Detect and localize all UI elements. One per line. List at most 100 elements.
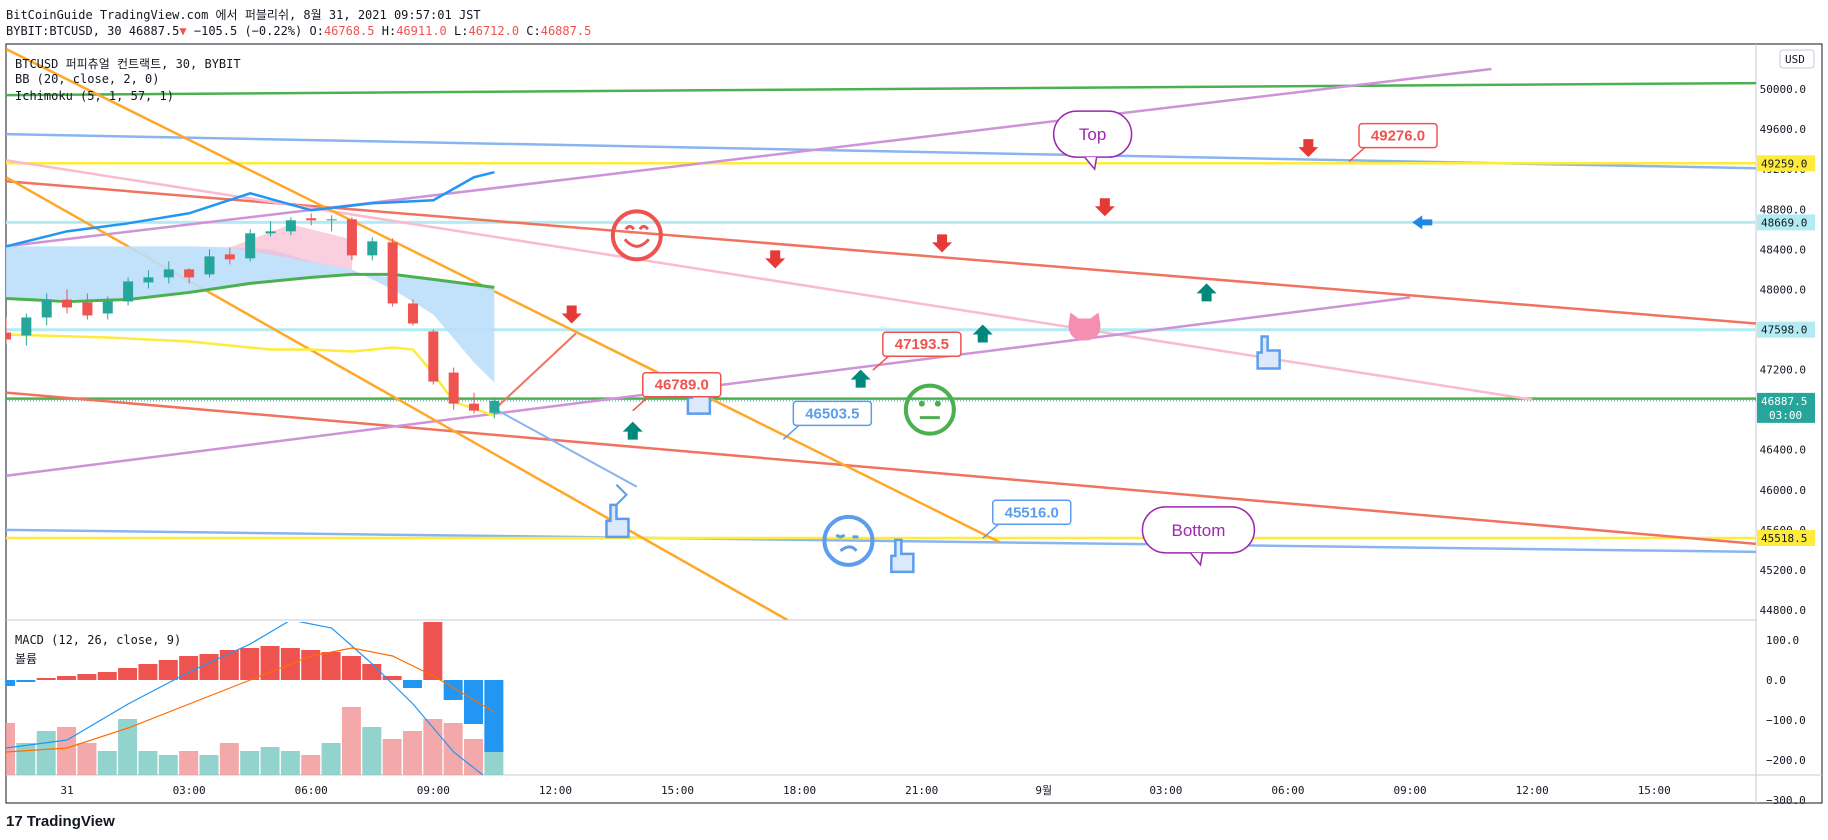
pointing-hand-icon xyxy=(890,538,915,574)
close-value: 46887.5 xyxy=(540,24,592,38)
arrow-up-icon xyxy=(850,369,871,388)
price-badge-label: 47598.0 xyxy=(1761,324,1807,337)
macd-hist-bar-6 xyxy=(118,668,138,680)
low-label: L: xyxy=(454,24,469,38)
candle-body-5 xyxy=(102,301,113,314)
price-badge-4 xyxy=(1757,530,1815,547)
candle-body-19 xyxy=(387,242,398,304)
time-tick-label: 18:00 xyxy=(783,784,816,797)
projection-down-arrow xyxy=(493,407,638,488)
legend-ichimoku[interactable]: Ichimoku (5, 1, 57, 1) xyxy=(15,89,174,103)
ichimoku-cloud-red xyxy=(229,224,352,270)
tradingview-logo-icon: 17 xyxy=(6,813,23,830)
candle-body-23 xyxy=(469,403,480,411)
candle-body-7 xyxy=(143,277,154,283)
volume-bar-14 xyxy=(280,751,300,775)
macd-hist-bar-21 xyxy=(423,622,443,680)
candle-body-20 xyxy=(407,303,418,324)
trendline-green-top xyxy=(6,81,1756,97)
macd-hist-bar-23 xyxy=(464,680,484,724)
price-badge-1 xyxy=(1757,214,1815,231)
price-tick-label: 48000.0 xyxy=(1760,283,1806,296)
legend-volume[interactable]: 볼륨 xyxy=(15,652,38,666)
volume-bar-23 xyxy=(464,739,484,775)
high-value: 46911.0 xyxy=(396,24,447,38)
callout-top: Top xyxy=(1079,125,1106,144)
time-tick-label: 15:00 xyxy=(1638,784,1671,797)
candle-body-16 xyxy=(326,219,337,221)
neutral-face-icon-eye xyxy=(918,400,925,407)
volume-bar-3 xyxy=(57,727,77,775)
trendline-red-bottom xyxy=(6,391,1756,546)
open-value: 46768.5 xyxy=(323,24,375,38)
main-pane: 46789.0 47193.5 46503.5 45516.0 49276.0 Top Bo… xyxy=(6,47,1756,620)
macd-tick-label: −200.0 xyxy=(1766,754,1806,767)
time-tick-label: 31 xyxy=(60,784,73,797)
price-label-box-4 xyxy=(1358,122,1438,149)
chart-frame xyxy=(5,43,1823,804)
callout-top-tail xyxy=(1084,156,1098,171)
macd-hist-bar-10 xyxy=(199,654,219,680)
price-tick-label: 49600.0 xyxy=(1760,123,1806,136)
currency-label: USD xyxy=(1785,53,1805,66)
arrow-up-icon xyxy=(972,324,993,343)
sleepy-face-icon xyxy=(822,514,875,567)
candle-body-8 xyxy=(163,269,174,278)
volume-bar-5 xyxy=(97,751,117,775)
price-label-box-2 xyxy=(792,400,873,427)
candle-body-6 xyxy=(123,281,134,302)
sleepy-face-icon-outline xyxy=(822,514,875,567)
price-label-3: 45516.0 xyxy=(1005,504,1059,521)
candle-body-2 xyxy=(41,299,52,318)
candle-body-0 xyxy=(6,332,11,340)
price-badge-label: 46887.5 xyxy=(1761,395,1807,408)
happy-face-icon-mouth xyxy=(623,238,650,248)
arrow-down-icon xyxy=(561,305,582,324)
volume-bar-4 xyxy=(77,743,97,775)
price-label-box-0 xyxy=(641,371,722,398)
arrow-down-icon xyxy=(932,234,953,253)
candle-body-22 xyxy=(448,372,459,404)
time-tick-label: 09:00 xyxy=(417,784,450,797)
arrow-down-icon xyxy=(1094,198,1115,217)
volume-bar-6 xyxy=(118,719,138,775)
tradingview-footer[interactable]: 17 TradingView xyxy=(6,813,115,830)
arrow-down-icon xyxy=(765,250,786,269)
macd-hist-bar-11 xyxy=(219,650,239,680)
arrow-left-icon xyxy=(1412,215,1433,230)
trendline-blue-bottom xyxy=(6,528,1756,554)
volume-bar-13 xyxy=(260,747,280,775)
legend-bb[interactable]: BB (20, close, 2, 0) xyxy=(15,72,160,86)
projection-up-arrow xyxy=(493,332,577,411)
neutral-face-icon xyxy=(903,383,956,436)
price-label-0: 46789.0 xyxy=(655,377,709,394)
candle-body-11 xyxy=(224,254,235,260)
arrow-up-icon xyxy=(1196,283,1217,302)
volume-bar-22 xyxy=(443,723,463,775)
legend-macd[interactable]: MACD (12, 26, close, 9) xyxy=(15,633,182,647)
candle-body-15 xyxy=(306,218,317,221)
callout-bottom-tail xyxy=(1189,552,1204,567)
candle-body-17 xyxy=(346,219,357,256)
time-tick-label: 06:00 xyxy=(1271,784,1304,797)
candle-body-9 xyxy=(184,269,195,278)
macd-hist-bar-9 xyxy=(179,656,199,680)
volume-bar-10 xyxy=(199,755,219,775)
price-tick-label: 48400.0 xyxy=(1760,243,1806,256)
macd-hist-bar-0 xyxy=(6,680,15,686)
macd-hist-bar-2 xyxy=(36,678,56,680)
volume-bar-17 xyxy=(341,707,361,775)
symbol-ohlc-line: BYBIT:BTCUSD, 30 46887.5▼ −105.5 (−0.22%… xyxy=(6,24,591,38)
legend-main[interactable]: BTCUSD 퍼피츄얼 컨트랙트, 30, BYBIT xyxy=(15,57,241,71)
arrow-up-icon xyxy=(622,421,643,440)
arrow-down-icon xyxy=(1298,139,1319,158)
trendline-violet-top xyxy=(6,67,1492,248)
candle-body-24 xyxy=(489,400,500,413)
candle-body-14 xyxy=(285,220,296,232)
candle-body-13 xyxy=(265,231,276,234)
macd-hist-bar-18 xyxy=(362,664,382,680)
volume-bar-2 xyxy=(36,731,56,775)
trendline-orange-top xyxy=(6,47,1000,543)
price-label-4: 49276.0 xyxy=(1371,128,1425,145)
